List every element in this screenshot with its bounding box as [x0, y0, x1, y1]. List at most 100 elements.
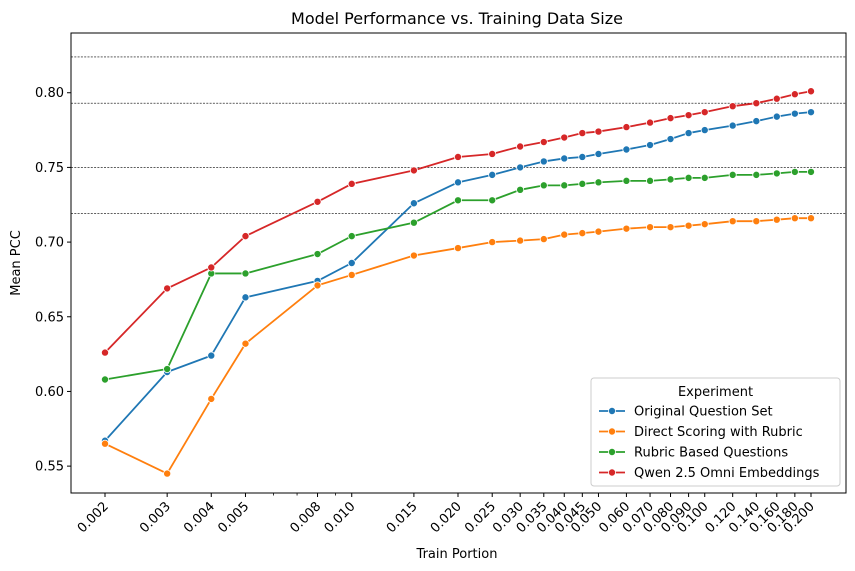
legend: Experiment Original Question Set Direct Sc… [590, 377, 841, 487]
data-point [241, 232, 250, 241]
x-axis-label: Train Portion [416, 547, 498, 562]
data-point [684, 129, 693, 138]
data-point [772, 169, 781, 178]
legend-marker-1 [608, 427, 617, 436]
data-point [453, 244, 462, 253]
data-point [807, 214, 816, 223]
data-point [594, 227, 603, 236]
data-point [101, 375, 110, 384]
data-point [207, 351, 216, 360]
legend-box [590, 377, 841, 487]
data-point [347, 270, 356, 279]
data-point [101, 348, 110, 357]
data-point [409, 199, 418, 208]
data-point [622, 224, 631, 233]
data-point [453, 178, 462, 187]
data-point [409, 166, 418, 175]
data-point [666, 135, 675, 144]
data-point [409, 251, 418, 260]
data-point [313, 250, 322, 259]
legend-label-0: Original Question Set [634, 405, 773, 420]
data-point [241, 293, 250, 302]
data-point [241, 269, 250, 278]
data-point [772, 215, 781, 224]
y-tick-label: 0.80 [35, 86, 64, 101]
series-2 [101, 167, 816, 384]
legend-marker-0 [608, 406, 617, 415]
data-point [622, 176, 631, 185]
data-point [728, 217, 737, 226]
y-tick-label: 0.65 [35, 310, 64, 325]
reference-lines [71, 56, 846, 215]
data-point [488, 170, 497, 179]
data-point [790, 214, 799, 223]
legend-label-3: Qwen 2.5 Omni Embeddings [634, 466, 820, 481]
data-point [752, 170, 761, 179]
data-point [347, 179, 356, 188]
data-point [594, 149, 603, 158]
data-point [728, 102, 737, 111]
data-point [241, 339, 250, 348]
data-point [516, 142, 525, 151]
data-point [700, 126, 709, 135]
data-point [539, 181, 548, 190]
data-point [752, 117, 761, 126]
data-point [313, 197, 322, 206]
data-point [752, 217, 761, 226]
legend-marker-2 [608, 447, 617, 456]
data-point [207, 394, 216, 403]
data-point [666, 175, 675, 184]
data-point [666, 114, 675, 123]
data-point [516, 236, 525, 245]
data-point [790, 167, 799, 176]
legend-label-1: Direct Scoring with Rubric [634, 425, 803, 440]
data-point [560, 230, 569, 239]
data-point [560, 181, 569, 190]
data-point [560, 154, 569, 163]
data-point [622, 123, 631, 132]
plot-frame [70, 32, 847, 494]
data-point [163, 284, 172, 293]
chart-title: Model Performance vs. Training Data Size [291, 9, 623, 28]
data-point [347, 258, 356, 267]
data-point [578, 152, 587, 161]
data-point [807, 87, 816, 96]
data-point [790, 109, 799, 118]
data-point [101, 439, 110, 448]
data-point [539, 138, 548, 147]
y-tick-label: 0.70 [35, 236, 64, 251]
data-point [560, 133, 569, 142]
data-point [700, 220, 709, 229]
data-point [163, 469, 172, 478]
data-point [347, 232, 356, 241]
data-point [790, 90, 799, 99]
data-point [539, 235, 548, 244]
data-point [807, 108, 816, 117]
data-point [807, 167, 816, 176]
data-point [594, 127, 603, 136]
data-point [594, 178, 603, 187]
y-axis-label: Mean PCC [9, 230, 24, 296]
data-point [578, 129, 587, 138]
data-point [488, 196, 497, 205]
legend-label-2: Rubric Based Questions [634, 446, 788, 461]
data-point [752, 99, 761, 108]
y-tick-label: 0.60 [35, 385, 64, 400]
data-point [539, 157, 548, 166]
data-point [684, 111, 693, 120]
series-layer [101, 87, 816, 478]
y-tick-label: 0.75 [35, 161, 64, 176]
data-point [772, 112, 781, 121]
y-tick-label: 0.55 [35, 460, 64, 475]
data-point [728, 170, 737, 179]
data-point [728, 121, 737, 130]
legend-title: Experiment [678, 385, 753, 400]
data-point [516, 185, 525, 194]
data-point [313, 281, 322, 290]
data-point [684, 221, 693, 230]
data-point [453, 152, 462, 161]
series-line [104, 111, 812, 442]
data-point [578, 229, 587, 238]
data-point [488, 238, 497, 247]
